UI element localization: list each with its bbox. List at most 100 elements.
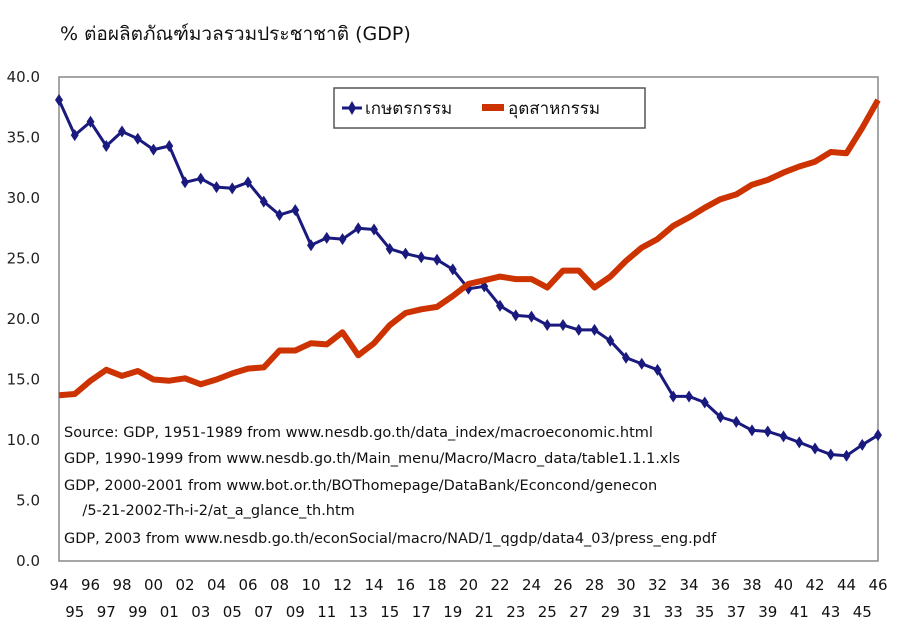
plot-area-frame xyxy=(58,76,879,562)
series-line xyxy=(58,98,881,399)
data-point xyxy=(700,396,709,409)
x-tick-label: 09 xyxy=(286,603,305,621)
data-point xyxy=(244,176,252,189)
x-tick-label: 06 xyxy=(238,576,257,594)
x-tick-label: 02 xyxy=(175,576,194,594)
x-tick-label: 33 xyxy=(664,603,683,621)
x-tick-label: 40 xyxy=(774,576,793,594)
x-tick-label: 46 xyxy=(868,576,887,594)
data-point xyxy=(811,442,819,455)
x-tick-label: 11 xyxy=(317,603,336,621)
data-point xyxy=(118,125,126,138)
x-tick-label: 95 xyxy=(65,603,84,621)
legend: เกษตรกรรม อุตสาหกรรม xyxy=(333,87,646,129)
data-point xyxy=(653,363,662,376)
data-point xyxy=(748,424,756,437)
data-point xyxy=(228,182,237,195)
data-point xyxy=(606,334,615,347)
data-point xyxy=(527,310,536,323)
x-tick-label: 23 xyxy=(506,603,525,621)
chart-title: % ต่อผลิตภัณฑ์มวลรวมประชาชาติ (GDP) xyxy=(60,23,411,45)
data-point xyxy=(637,357,646,370)
y-tick-label: 10.0 xyxy=(7,431,40,449)
data-point xyxy=(86,115,95,128)
x-tick-label: 19 xyxy=(443,603,462,621)
legend-marker-industry xyxy=(482,104,504,111)
x-tick-label: 00 xyxy=(144,576,163,594)
x-tick-label: 05 xyxy=(223,603,242,621)
source-annotation: Source: GDP, 1951-1989 from www.nesdb.go… xyxy=(64,425,717,547)
x-tick-label: 15 xyxy=(380,603,399,621)
x-tick-label: 13 xyxy=(349,603,368,621)
x-tick-label: 10 xyxy=(301,576,320,594)
data-point xyxy=(338,233,347,246)
data-point xyxy=(149,143,158,156)
x-tick-label: 32 xyxy=(648,576,667,594)
data-point xyxy=(496,299,504,312)
data-point xyxy=(622,351,630,364)
data-point xyxy=(559,319,567,332)
data-point xyxy=(826,448,835,461)
series-layer xyxy=(55,93,882,462)
source-line-3: GDP, 2000-2001 from www.bot.or.th/BOThom… xyxy=(64,478,657,494)
x-tick-label: 14 xyxy=(364,576,383,594)
data-point xyxy=(133,132,142,145)
data-point xyxy=(874,429,882,442)
x-tick-label: 31 xyxy=(632,603,651,621)
y-tick-label: 35.0 xyxy=(7,129,40,147)
y-tick-label: 20.0 xyxy=(7,310,40,328)
x-tick-label: 25 xyxy=(538,603,557,621)
y-tick-label: 15.0 xyxy=(7,371,40,389)
x-tick-label: 20 xyxy=(459,576,478,594)
data-point xyxy=(716,411,725,424)
data-point xyxy=(842,449,851,462)
x-tick-label: 41 xyxy=(790,603,809,621)
source-line-2: GDP, 1990-1999 from www.nesdb.go.th/Main… xyxy=(64,451,680,467)
data-point xyxy=(401,247,410,260)
x-tick-label: 21 xyxy=(475,603,494,621)
data-point xyxy=(763,425,772,438)
data-point xyxy=(574,323,583,336)
data-point xyxy=(795,436,804,449)
x-tick-label: 39 xyxy=(758,603,777,621)
y-tick-label: 25.0 xyxy=(7,250,40,268)
x-tick-label: 03 xyxy=(191,603,210,621)
x-tick-label: 08 xyxy=(270,576,289,594)
data-point xyxy=(511,309,520,322)
data-point xyxy=(291,204,300,217)
x-tick-label: 24 xyxy=(522,576,541,594)
x-tick-label: 26 xyxy=(553,576,572,594)
x-tick-label: 22 xyxy=(490,576,509,594)
x-tick-label: 30 xyxy=(616,576,635,594)
data-point xyxy=(212,181,221,194)
data-point xyxy=(307,239,315,252)
legend-marker-agriculture xyxy=(342,101,362,115)
data-point xyxy=(590,323,599,336)
series-agriculture xyxy=(55,93,882,462)
x-tick-label: 17 xyxy=(412,603,431,621)
x-tick-label: 99 xyxy=(128,603,147,621)
data-point xyxy=(669,390,678,403)
legend-label-agriculture: เกษตรกรรม xyxy=(365,99,452,119)
data-point xyxy=(102,139,111,152)
data-point xyxy=(685,390,693,403)
legend-label-industry: อุตสาหกรรม xyxy=(508,99,600,119)
series-industry xyxy=(58,98,881,399)
x-tick-label: 45 xyxy=(853,603,872,621)
y-tick-label: 0.0 xyxy=(16,552,40,570)
x-tick-label: 12 xyxy=(333,576,352,594)
data-point xyxy=(196,172,205,185)
data-point xyxy=(70,129,79,142)
x-tick-label: 35 xyxy=(695,603,714,621)
x-tick-label: 29 xyxy=(601,603,620,621)
x-tick-label: 07 xyxy=(254,603,273,621)
data-point xyxy=(433,253,441,266)
data-point xyxy=(275,208,284,221)
x-tick-label: 27 xyxy=(569,603,588,621)
source-line-5: GDP, 2003 from www.nesdb.go.th/econSocia… xyxy=(64,531,717,547)
x-tick-label: 16 xyxy=(396,576,415,594)
x-tick-label: 43 xyxy=(821,603,840,621)
source-line-1: Source: GDP, 1951-1989 from www.nesdb.go… xyxy=(64,425,653,441)
y-tick-label: 30.0 xyxy=(7,189,40,207)
